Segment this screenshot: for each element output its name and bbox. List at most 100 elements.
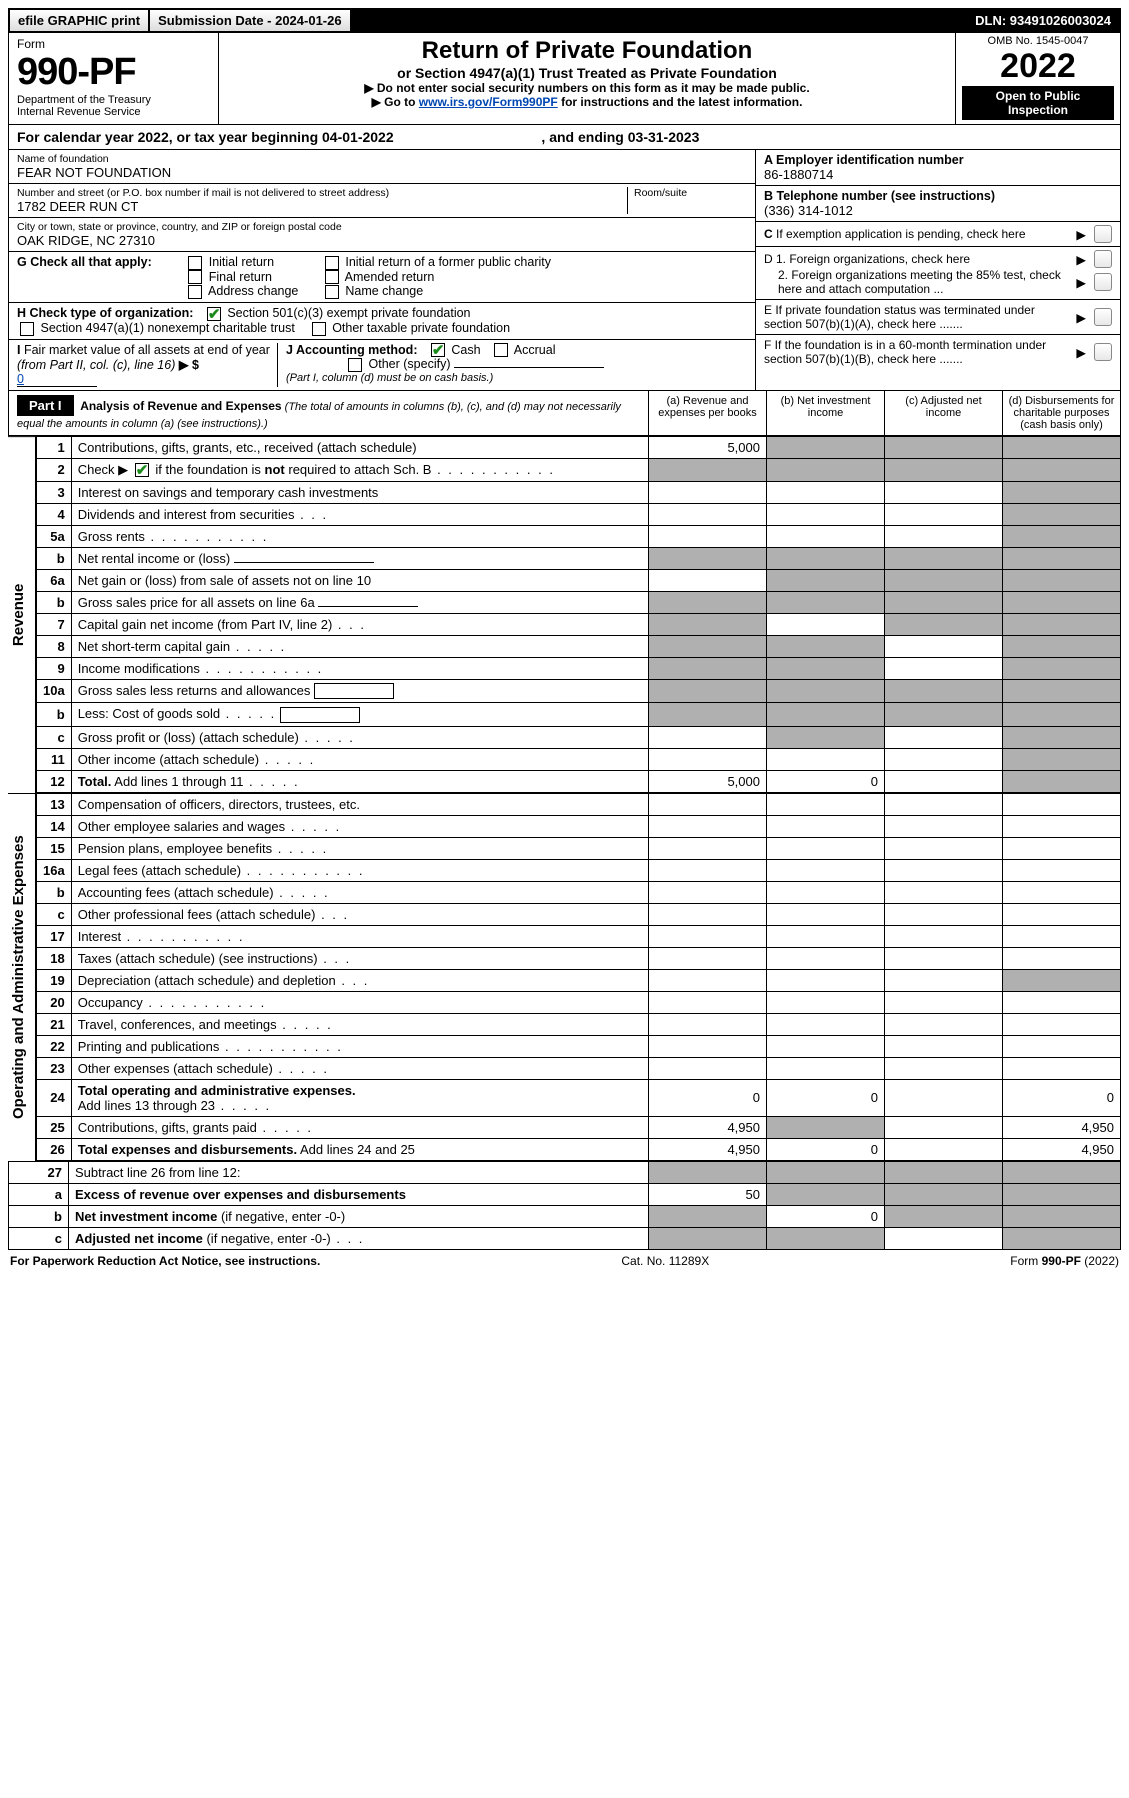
- col-b-header: (b) Net investment income: [766, 391, 884, 435]
- page-footer: For Paperwork Reduction Act Notice, see …: [8, 1250, 1121, 1268]
- line-2: 2Check ▶ if the foundation is not requir…: [37, 458, 1121, 481]
- ein-value: 86-1880714: [764, 167, 1112, 182]
- j-note: (Part I, column (d) must be on cash basi…: [286, 372, 747, 384]
- note-goto-post: for instructions and the latest informat…: [558, 95, 803, 109]
- a-cell: A Employer identification number 86-1880…: [756, 150, 1120, 186]
- line-6b: bGross sales price for all assets on lin…: [37, 591, 1121, 613]
- caly-pre: For calendar year 2022, or tax year begi…: [17, 129, 394, 145]
- d1-label: D 1. Foreign organizations, check here: [764, 252, 1072, 266]
- cb-final-return[interactable]: [188, 270, 202, 284]
- cb-initial-return[interactable]: [188, 256, 202, 270]
- cb-other-taxable[interactable]: [312, 322, 326, 336]
- c-label: If exemption application is pending, che…: [776, 227, 1026, 241]
- cb-e[interactable]: [1094, 308, 1112, 326]
- expenses-vlabel: Operating and Administrative Expenses: [8, 793, 36, 1161]
- g-o5: Amended return: [345, 270, 435, 284]
- addr-value: 1782 DEER RUN CT: [17, 199, 627, 214]
- note-ssn: ▶ Do not enter social security numbers o…: [229, 81, 945, 95]
- part1-header-row: Part I Analysis of Revenue and Expenses …: [8, 391, 1121, 436]
- header-right: OMB No. 1545-0047 2022 Open to Public In…: [955, 33, 1120, 124]
- b-label: B Telephone number (see instructions): [764, 189, 995, 203]
- footer-left: For Paperwork Reduction Act Notice, see …: [10, 1254, 320, 1268]
- form-title: Return of Private Foundation: [229, 37, 945, 65]
- cb-schb[interactable]: [135, 463, 149, 477]
- h-o2: Section 4947(a)(1) nonexempt charitable …: [40, 321, 294, 335]
- expenses-section: Operating and Administrative Expenses 13…: [8, 793, 1121, 1161]
- e-cell: E If private foundation status was termi…: [756, 300, 1120, 335]
- addr-cell: Number and street (or P.O. box number if…: [9, 184, 755, 218]
- d-cell: D 1. Foreign organizations, check here ▶…: [756, 247, 1120, 300]
- irs-label: Internal Revenue Service: [17, 106, 210, 118]
- line-27c: cAdjusted net income (if negative, enter…: [9, 1227, 1121, 1249]
- ij-cell: I Fair market value of all assets at end…: [9, 340, 755, 390]
- h-o1: Section 501(c)(3) exempt private foundat…: [227, 306, 470, 320]
- part1-desc: Part I Analysis of Revenue and Expenses …: [9, 391, 648, 435]
- line-16a: 16aLegal fees (attach schedule): [37, 859, 1121, 881]
- line-27a: aExcess of revenue over expenses and dis…: [9, 1183, 1121, 1205]
- h-o3: Other taxable private foundation: [332, 321, 510, 335]
- cb-501c3[interactable]: [207, 307, 221, 321]
- b-cell: B Telephone number (see instructions) (3…: [756, 186, 1120, 222]
- line-14: 14Other employee salaries and wages: [37, 815, 1121, 837]
- topbar-spacer: [352, 10, 968, 31]
- line-10c: cGross profit or (loss) (attach schedule…: [37, 726, 1121, 748]
- line-27: 27Subtract line 26 from line 12:: [9, 1161, 1121, 1183]
- cb-4947[interactable]: [20, 322, 34, 336]
- h-cell: H Check type of organization: Section 50…: [9, 303, 755, 339]
- line-17: 17Interest: [37, 925, 1121, 947]
- cb-f[interactable]: [1094, 343, 1112, 361]
- f-label: F If the foundation is in a 60-month ter…: [764, 338, 1072, 366]
- line-12: 12Total. Add lines 1 through 115,0000: [37, 770, 1121, 792]
- line-27b: bNet investment income (if negative, ent…: [9, 1205, 1121, 1227]
- cb-other-method[interactable]: [348, 358, 362, 372]
- form-link[interactable]: www.irs.gov/Form990PF: [419, 95, 558, 109]
- form-number: 990-PF: [17, 51, 210, 94]
- e-label: E If private foundation status was termi…: [764, 303, 1072, 331]
- omb-no: OMB No. 1545-0047: [962, 35, 1114, 47]
- line-8: 8Net short-term capital gain: [37, 635, 1121, 657]
- line-13: 13Compensation of officers, directors, t…: [37, 793, 1121, 815]
- cb-accrual[interactable]: [494, 343, 508, 357]
- cb-cash[interactable]: [431, 343, 445, 357]
- j-o3: Other (specify): [369, 357, 451, 371]
- footer-mid: Cat. No. 11289X: [621, 1254, 709, 1268]
- phone-value: (336) 314-1012: [764, 203, 1112, 218]
- line-4: 4Dividends and interest from securities: [37, 503, 1121, 525]
- city-label: City or town, state or province, country…: [17, 221, 747, 233]
- part1-title: Analysis of Revenue and Expenses: [80, 399, 281, 413]
- line-6a: 6aNet gain or (loss) from sale of assets…: [37, 569, 1121, 591]
- col-a-header: (a) Revenue and expenses per books: [648, 391, 766, 435]
- line-20: 20Occupancy: [37, 991, 1121, 1013]
- part1-badge: Part I: [17, 395, 74, 416]
- line-16c: cOther professional fees (attach schedul…: [37, 903, 1121, 925]
- line-24: 24Total operating and administrative exp…: [37, 1079, 1121, 1116]
- i-label: I Fair market value of all assets at end…: [17, 343, 270, 372]
- tax-year: 2022: [962, 47, 1114, 86]
- cb-name-change[interactable]: [325, 285, 339, 299]
- cb-initial-former[interactable]: [325, 256, 339, 270]
- revenue-vlabel: Revenue: [8, 436, 36, 793]
- form-word: Form: [17, 37, 210, 51]
- i-value[interactable]: 0: [17, 372, 97, 387]
- line-16b: bAccounting fees (attach schedule): [37, 881, 1121, 903]
- cb-d1[interactable]: [1094, 250, 1112, 268]
- j-other-line: [454, 367, 604, 368]
- cb-address-change[interactable]: [188, 285, 202, 299]
- a-label: A Employer identification number: [764, 153, 964, 167]
- line-5b: bNet rental income or (loss): [37, 547, 1121, 569]
- cb-c[interactable]: [1094, 225, 1112, 243]
- g-o2: Final return: [209, 270, 272, 284]
- d2-label: 2. Foreign organizations meeting the 85%…: [764, 268, 1072, 296]
- entity-right: A Employer identification number 86-1880…: [755, 150, 1120, 390]
- cb-d2[interactable]: [1094, 273, 1112, 291]
- line-23: 23Other expenses (attach schedule): [37, 1057, 1121, 1079]
- line-18: 18Taxes (attach schedule) (see instructi…: [37, 947, 1121, 969]
- line-11: 11Other income (attach schedule): [37, 748, 1121, 770]
- cb-amended[interactable]: [325, 270, 339, 284]
- c-cell: C If exemption application is pending, c…: [756, 222, 1120, 247]
- line-21: 21Travel, conferences, and meetings: [37, 1013, 1121, 1035]
- summary-table: 27Subtract line 26 from line 12: aExcess…: [8, 1161, 1121, 1250]
- name-label: Name of foundation: [17, 153, 747, 165]
- note-goto: ▶ Go to www.irs.gov/Form990PF for instru…: [229, 95, 945, 109]
- line-22: 22Printing and publications: [37, 1035, 1121, 1057]
